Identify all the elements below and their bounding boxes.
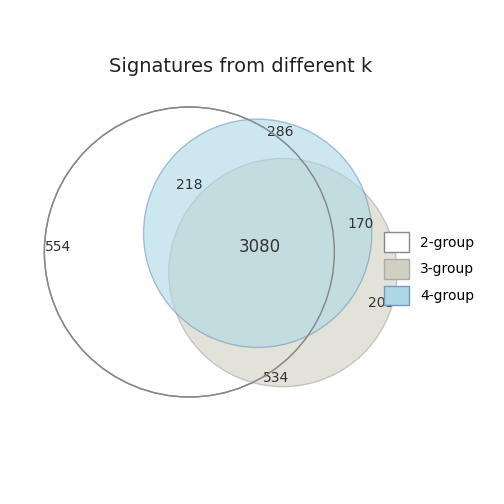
Text: 218: 218 (176, 177, 203, 192)
Title: Signatures from different k: Signatures from different k (109, 57, 372, 77)
Circle shape (144, 119, 372, 347)
Circle shape (169, 158, 397, 387)
Text: 170: 170 (347, 217, 374, 231)
Text: 534: 534 (263, 371, 289, 385)
Text: 554: 554 (45, 240, 72, 255)
Text: 286: 286 (267, 125, 293, 139)
Legend: 2-group, 3-group, 4-group: 2-group, 3-group, 4-group (379, 227, 480, 311)
Text: 203: 203 (368, 296, 394, 310)
Text: 3080: 3080 (238, 238, 281, 257)
